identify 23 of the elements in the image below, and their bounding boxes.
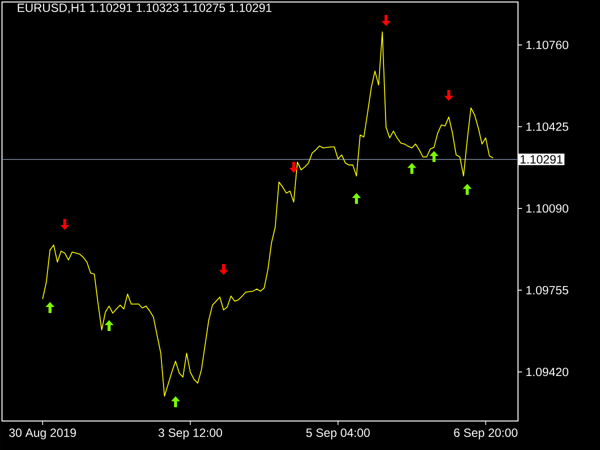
y-tick-label: 1.10760 xyxy=(526,40,568,50)
x-tick-label: 3 Sep 12:00 xyxy=(158,428,222,440)
y-tick-label: 1.10425 xyxy=(526,122,568,131)
x-tick-label: 5 Sep 04:00 xyxy=(306,428,370,440)
y-tick-label: 1.09755 xyxy=(526,286,568,294)
point xyxy=(352,192,361,204)
point xyxy=(60,219,70,230)
point xyxy=(444,90,454,101)
x-tick-label: 30 Aug 2019 xyxy=(9,428,76,440)
point xyxy=(289,162,298,173)
x-tick-label: 6 Sep 20:00 xyxy=(454,428,518,440)
y-tick-label: 1.10090 xyxy=(526,204,568,213)
point xyxy=(462,184,472,195)
point xyxy=(430,150,438,162)
point xyxy=(219,264,228,275)
point xyxy=(171,396,180,408)
point xyxy=(407,162,416,174)
point xyxy=(46,302,54,313)
chart-title: EURUSD,H1 1.10291 1.10323 1.10275 1.10291 xyxy=(18,4,272,14)
point xyxy=(382,15,390,26)
y-tick-label: 1.09420 xyxy=(526,368,568,376)
point xyxy=(104,320,114,332)
ref-line-label: 1.10291 xyxy=(520,155,562,164)
